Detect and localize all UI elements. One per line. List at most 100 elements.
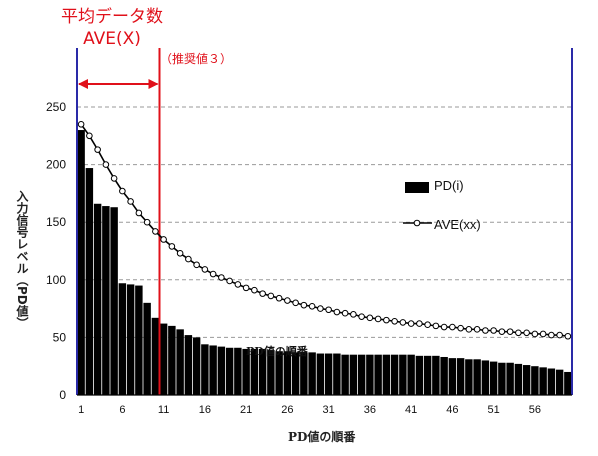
y-axis-label: 入力信号レベル（PD値） [15,190,29,329]
bar [126,284,135,395]
vertical-marker-lines [76,48,573,395]
x-tick-label: 6 [119,404,125,416]
ave-point [556,331,563,339]
ave-point [77,120,85,128]
bar [291,352,300,395]
x-tick-labels: 1 6 11 16 21 26 31 36 41 46 51 56 [78,404,541,416]
ave-point [325,306,332,314]
line-series-ave [77,120,572,340]
annotation-title-line1: 平均データ数 [61,7,163,27]
ave-point [449,323,456,331]
bar [481,360,490,395]
ave-point [242,284,250,292]
bar [151,317,160,395]
bar [547,368,556,395]
bar [275,351,283,395]
bar [514,363,523,395]
ave-point [440,323,448,331]
bar [366,354,374,395]
ave-point [284,297,291,304]
ave-point [251,286,258,294]
ave-point [193,261,200,269]
bar [201,344,209,395]
bar [432,355,440,395]
x-tick-label: 56 [529,404,541,416]
ave-point [94,146,101,153]
ave-point [102,161,110,168]
bar [374,354,382,395]
bar [456,358,465,395]
bar [423,355,432,395]
annotation-recommended: （推奨値３） [160,52,233,66]
bar [522,365,531,395]
ave-point [564,332,572,340]
ave-point [152,228,159,235]
bar [93,203,102,395]
bar [506,362,514,395]
bar [440,356,448,395]
range-arrow [78,79,159,89]
ave-point [209,270,217,278]
bar [489,361,498,395]
ave-point [383,316,390,324]
bar [390,354,399,395]
ave-point [391,317,398,325]
legend [403,182,432,227]
x-tick-label: 21 [240,404,252,416]
bar [102,206,110,395]
ave-point [490,327,497,334]
bar [135,285,143,395]
y-tick-labels: 0 50 100 150 200 250 [46,100,66,402]
legend-swatch-pd [405,182,429,193]
x-tick-label: 31 [323,404,335,416]
bar [448,358,457,395]
bar-series-pd [77,130,572,396]
range-arrow-head-right [148,79,159,89]
bar [110,207,118,395]
ave-point [350,311,357,318]
bar [192,337,201,395]
inner-annotation-label: PD値の順番 [246,345,308,358]
bar [159,323,168,395]
bar [250,348,259,395]
ave-point [523,329,530,337]
bar [143,302,151,395]
x-tick-label: 46 [446,404,458,416]
x-tick-label: 26 [281,404,293,416]
ave-point [416,320,423,327]
ave-point [341,309,349,317]
bar [77,130,85,396]
x-tick-label: 41 [405,404,417,416]
y-tick-label: 200 [46,158,66,172]
bar [258,348,267,395]
ave-point [160,236,167,243]
bar [267,350,275,395]
ave-point [465,326,473,333]
ave-point [548,331,555,339]
ave-point [333,308,341,316]
bar [234,347,242,395]
bar [531,366,539,395]
y-tick-label: 250 [46,100,66,114]
bar [283,351,292,395]
bar [407,354,415,395]
y-tick-label: 0 [59,388,66,402]
ave-point [300,301,308,309]
ave-point [432,322,440,330]
bar [308,352,316,395]
bar [184,335,193,395]
x-tick-label: 1 [78,404,84,416]
bar [225,347,234,395]
ave-point [515,329,522,337]
bar [168,325,176,395]
bar [465,359,473,395]
bar [539,367,547,395]
bar [300,352,308,395]
ave-point [143,218,151,226]
ave-point [531,330,539,338]
ave-point [407,320,415,327]
ave-point [482,327,489,334]
ave-point [399,319,407,326]
ave-point [127,198,134,205]
ave-point [259,290,266,297]
